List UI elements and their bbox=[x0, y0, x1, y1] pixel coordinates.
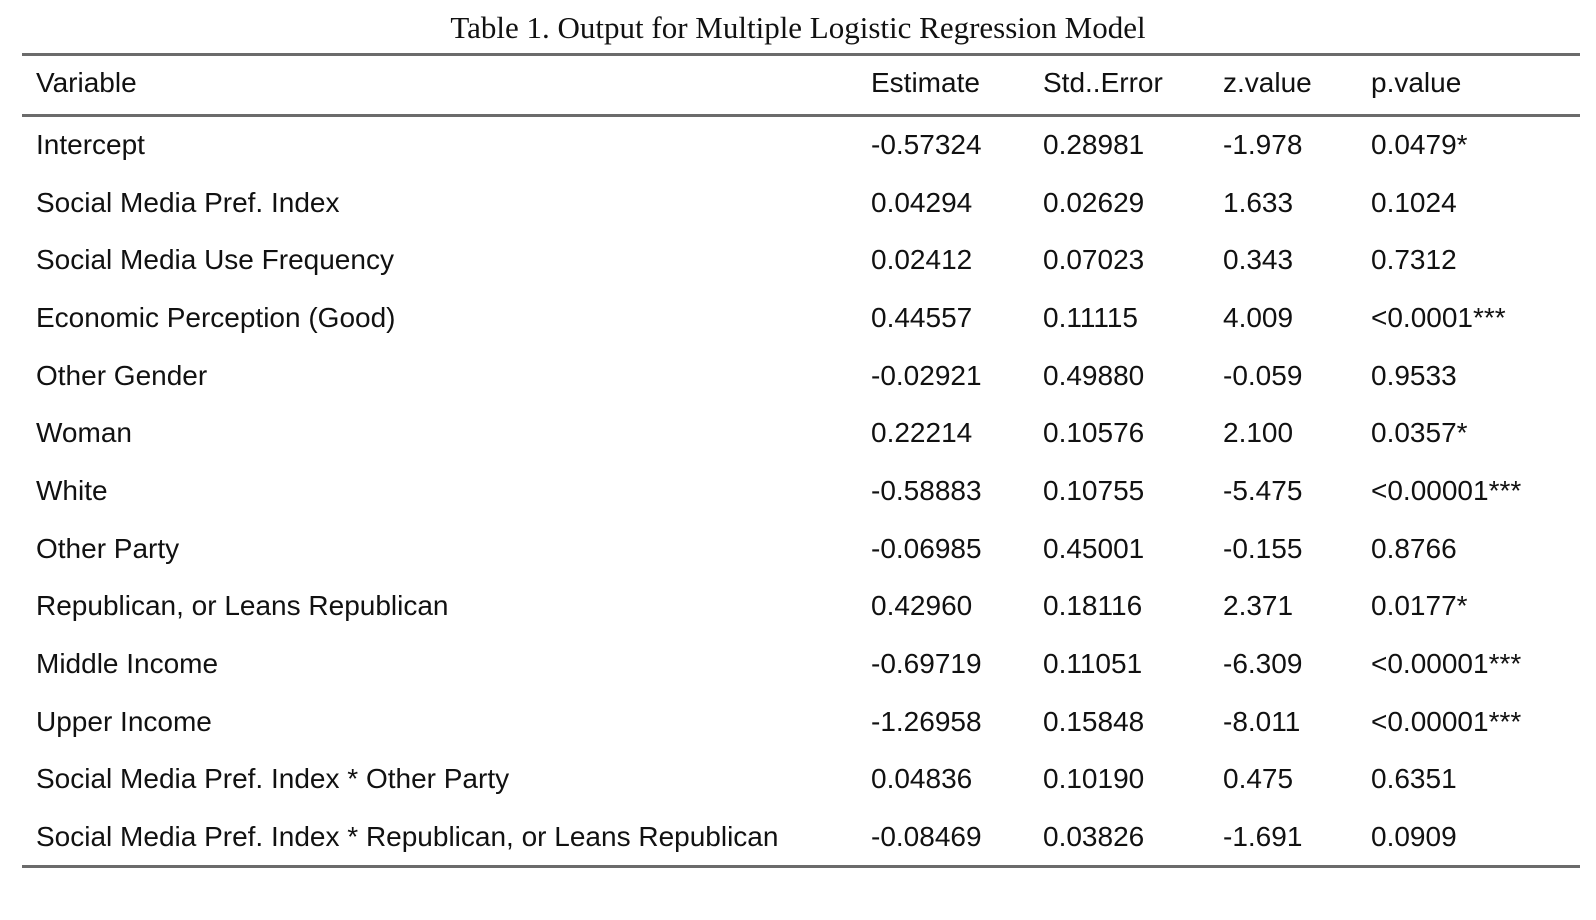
estimate-cell: -0.02921 bbox=[871, 360, 982, 391]
table-row: Republican, or Leans Republican 0.42960 … bbox=[0, 586, 1596, 626]
std-error-cell: 0.10755 bbox=[1043, 475, 1145, 506]
std-error-cell: 0.11051 bbox=[1043, 648, 1143, 679]
std-error-cell: 0.03826 bbox=[1043, 821, 1145, 852]
table-row: White -0.58883 0.10755 -5.475 <0.00001**… bbox=[0, 471, 1596, 511]
table-row: Other Gender -0.02921 0.49880 -0.059 0.9… bbox=[0, 356, 1596, 396]
p-value-cell: 0.1024 bbox=[1371, 187, 1457, 218]
variable-cell: Social Media Use Frequency bbox=[36, 244, 394, 275]
table-row: Intercept -0.57324 0.28981 -1.978 0.0479… bbox=[0, 125, 1596, 165]
variable-cell: Social Media Pref. Index bbox=[36, 187, 340, 218]
p-value-cell: 0.6351 bbox=[1371, 763, 1457, 794]
table-caption: Table 1. Output for Multiple Logistic Re… bbox=[450, 10, 1146, 45]
estimate-cell: -1.26958 bbox=[871, 706, 982, 737]
p-value-cell: 0.0909 bbox=[1371, 821, 1457, 852]
z-value-cell: -8.011 bbox=[1223, 706, 1301, 737]
table-row: Middle Income -0.69719 0.11051 -6.309 <0… bbox=[0, 644, 1596, 684]
bottom-rule bbox=[22, 865, 1580, 868]
variable-cell: Middle Income bbox=[36, 648, 219, 679]
header-z-value: z.value bbox=[1223, 67, 1312, 98]
z-value-cell: -1.978 bbox=[1223, 129, 1303, 160]
estimate-cell: 0.42960 bbox=[871, 590, 973, 621]
header-p-value: p.value bbox=[1371, 67, 1462, 98]
z-value-cell: 0.475 bbox=[1223, 763, 1294, 794]
estimate-cell: -0.57324 bbox=[871, 129, 982, 160]
z-value-cell: 1.633 bbox=[1223, 187, 1294, 218]
z-value-cell: 2.100 bbox=[1223, 417, 1294, 448]
variable-cell: Social Media Pref. Index * Republican, o… bbox=[36, 821, 779, 852]
p-value-cell: 0.7312 bbox=[1371, 244, 1457, 275]
table-row: Upper Income -1.26958 0.15848 -8.011 <0.… bbox=[0, 702, 1596, 742]
z-value-cell: -0.059 bbox=[1223, 360, 1303, 391]
z-value-cell: 0.343 bbox=[1223, 244, 1294, 275]
header-std-error: Std..Error bbox=[1043, 67, 1163, 98]
top-rule bbox=[22, 53, 1580, 56]
z-value-cell: -0.155 bbox=[1223, 533, 1303, 564]
variable-cell: Woman bbox=[36, 417, 132, 448]
estimate-cell: 0.04294 bbox=[871, 187, 973, 218]
std-error-cell: 0.11115 bbox=[1043, 302, 1138, 333]
p-value-cell: <0.00001*** bbox=[1371, 475, 1522, 506]
header-variable: Variable bbox=[36, 67, 137, 98]
table-row: Social Media Pref. Index * Republican, o… bbox=[0, 817, 1596, 857]
table-row: Social Media Pref. Index 0.04294 0.02629… bbox=[0, 183, 1596, 223]
variable-cell: Social Media Pref. Index * Other Party bbox=[36, 763, 510, 794]
estimate-cell: -0.58883 bbox=[871, 475, 982, 506]
header-estimate: Estimate bbox=[871, 67, 980, 98]
p-value-cell: <0.00001*** bbox=[1371, 706, 1522, 737]
estimate-cell: 0.44557 bbox=[871, 302, 973, 333]
table-row: Other Party -0.06985 0.45001 -0.155 0.87… bbox=[0, 529, 1596, 569]
std-error-cell: 0.10190 bbox=[1043, 763, 1145, 794]
z-value-cell: -6.309 bbox=[1223, 648, 1303, 679]
variable-cell: Upper Income bbox=[36, 706, 212, 737]
std-error-cell: 0.28981 bbox=[1043, 129, 1145, 160]
std-error-cell: 0.49880 bbox=[1043, 360, 1145, 391]
variable-cell: Republican, or Leans Republican bbox=[36, 590, 449, 621]
variable-cell: Other Gender bbox=[36, 360, 208, 391]
variable-cell: Other Party bbox=[36, 533, 180, 564]
std-error-cell: 0.18116 bbox=[1043, 590, 1143, 621]
estimate-cell: 0.04836 bbox=[871, 763, 973, 794]
table-header-row: Variable Estimate Std..Error z.value p.v… bbox=[0, 63, 1596, 103]
p-value-cell: 0.0479* bbox=[1371, 129, 1468, 160]
z-value-cell: -5.475 bbox=[1223, 475, 1303, 506]
std-error-cell: 0.15848 bbox=[1043, 706, 1145, 737]
table-row: Social Media Pref. Index * Other Party 0… bbox=[0, 759, 1596, 799]
z-value-cell: -1.691 bbox=[1223, 821, 1303, 852]
table-row: Woman 0.22214 0.10576 2.100 0.0357* bbox=[0, 413, 1596, 453]
std-error-cell: 0.10576 bbox=[1043, 417, 1145, 448]
p-value-cell: 0.9533 bbox=[1371, 360, 1457, 391]
std-error-cell: 0.45001 bbox=[1043, 533, 1145, 564]
table-row: Social Media Use Frequency 0.02412 0.070… bbox=[0, 240, 1596, 280]
estimate-cell: -0.06985 bbox=[871, 533, 982, 564]
variable-cell: Intercept bbox=[36, 129, 145, 160]
p-value-cell: <0.00001*** bbox=[1371, 648, 1522, 679]
variable-cell: Economic Perception (Good) bbox=[36, 302, 396, 333]
std-error-cell: 0.02629 bbox=[1043, 187, 1145, 218]
estimate-cell: -0.69719 bbox=[871, 648, 982, 679]
z-value-cell: 4.009 bbox=[1223, 302, 1294, 333]
estimate-cell: 0.02412 bbox=[871, 244, 973, 275]
p-value-cell: 0.8766 bbox=[1371, 533, 1457, 564]
p-value-cell: 0.0357* bbox=[1371, 417, 1468, 448]
estimate-cell: 0.22214 bbox=[871, 417, 973, 448]
table-row: Economic Perception (Good) 0.44557 0.111… bbox=[0, 298, 1596, 338]
z-value-cell: 2.371 bbox=[1223, 590, 1294, 621]
p-value-cell: 0.0177* bbox=[1371, 590, 1468, 621]
variable-cell: White bbox=[36, 475, 108, 506]
p-value-cell: <0.0001*** bbox=[1371, 302, 1506, 333]
header-rule bbox=[22, 114, 1580, 117]
std-error-cell: 0.07023 bbox=[1043, 244, 1145, 275]
estimate-cell: -0.08469 bbox=[871, 821, 982, 852]
